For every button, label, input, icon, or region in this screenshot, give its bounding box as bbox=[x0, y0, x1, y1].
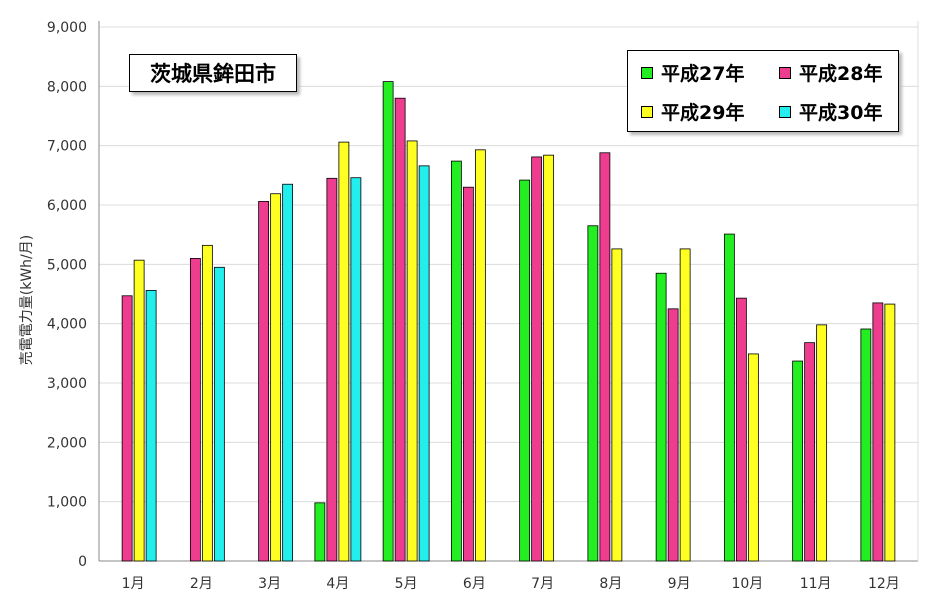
legend-item-h29: 平成29年 bbox=[641, 98, 744, 125]
y-tick-label: 1,000 bbox=[47, 495, 87, 511]
bar-2-9 bbox=[667, 308, 679, 562]
bars bbox=[121, 81, 896, 562]
y-tick-label: 2,000 bbox=[47, 435, 87, 451]
bar-2-7 bbox=[531, 156, 543, 562]
y-tick-label: 0 bbox=[78, 554, 87, 570]
y-axis-label: 売電電力量(kWh/月) bbox=[19, 235, 35, 365]
bar-1-4 bbox=[314, 502, 326, 562]
bar-2-8 bbox=[599, 152, 611, 562]
bar-3-8 bbox=[611, 248, 623, 562]
x-tick-label: 9月 bbox=[668, 576, 691, 592]
x-tick-label: 11月 bbox=[800, 576, 832, 592]
bar-2-6 bbox=[462, 186, 474, 562]
bar-3-5 bbox=[406, 140, 418, 562]
y-tick-labels: 0 1,000 2,000 3,000 4,000 5,000 6,000 7,000 8,00… bbox=[47, 20, 87, 570]
axes bbox=[98, 21, 919, 562]
legend-item-h27: 平成27年 bbox=[641, 59, 744, 86]
y-tick-label: 7,000 bbox=[47, 139, 87, 155]
bar-1-11 bbox=[792, 360, 804, 562]
chart-title: 茨城県鉾田市 bbox=[129, 54, 297, 92]
legend: 平成27年 平成28年 平成29年 平成30年 bbox=[627, 50, 899, 132]
bar-4-5 bbox=[418, 165, 430, 562]
bar-4-4 bbox=[350, 177, 362, 562]
x-tick-label: 12月 bbox=[868, 576, 900, 592]
bar-4-1 bbox=[145, 290, 157, 562]
x-tick-label: 10月 bbox=[731, 576, 763, 592]
bar-3-7 bbox=[543, 154, 555, 562]
legend-label-h28: 平成28年 bbox=[799, 63, 883, 85]
x-tick-labels: 1月 2月 3月 4月 5月 6月 7月 8月 9月 10月 11月 12月 bbox=[122, 576, 900, 592]
bar-1-9 bbox=[655, 272, 667, 562]
bar-4-3 bbox=[282, 183, 294, 562]
x-tick-label: 2月 bbox=[190, 576, 213, 592]
legend-swatch-cyan bbox=[779, 105, 791, 118]
legend-swatch-pink bbox=[779, 66, 791, 79]
bar-2-5 bbox=[394, 97, 406, 562]
bar-2-3 bbox=[258, 201, 270, 562]
bar-3-11 bbox=[816, 324, 828, 562]
legend-item-h28: 平成28年 bbox=[779, 59, 882, 86]
bar-2-12 bbox=[872, 302, 884, 562]
bar-2-1 bbox=[121, 295, 133, 562]
bar-2-10 bbox=[735, 297, 747, 562]
legend-swatch-green bbox=[641, 66, 653, 79]
gridlines bbox=[99, 26, 918, 503]
bar-1-12 bbox=[860, 328, 872, 562]
bar-3-2 bbox=[201, 244, 213, 562]
x-tick-label: 8月 bbox=[599, 576, 622, 592]
x-tick-label: 3月 bbox=[258, 576, 281, 592]
bar-3-12 bbox=[884, 303, 896, 562]
y-tick-label: 8,000 bbox=[47, 79, 87, 95]
x-tick-label: 7月 bbox=[531, 576, 554, 592]
y-tick-label: 6,000 bbox=[47, 198, 87, 214]
bar-2-11 bbox=[804, 342, 816, 562]
y-tick-label: 9,000 bbox=[47, 20, 87, 36]
bar-2-2 bbox=[189, 257, 201, 562]
bar-1-6 bbox=[450, 160, 462, 562]
bar-3-3 bbox=[270, 193, 282, 562]
bar-3-4 bbox=[338, 141, 350, 562]
bar-3-6 bbox=[474, 149, 486, 562]
bar-1-5 bbox=[382, 81, 394, 562]
legend-label-h27: 平成27年 bbox=[661, 63, 745, 85]
y-tick-label: 4,000 bbox=[47, 317, 87, 333]
y-tick-label: 3,000 bbox=[47, 376, 87, 392]
bar-2-4 bbox=[326, 177, 338, 562]
y-tick-label: 5,000 bbox=[47, 257, 87, 273]
legend-label-h29: 平成29年 bbox=[661, 102, 745, 124]
bar-3-9 bbox=[679, 248, 691, 562]
bar-1-7 bbox=[519, 179, 531, 562]
x-tick-label: 4月 bbox=[326, 576, 349, 592]
legend-item-h30: 平成30年 bbox=[779, 98, 882, 125]
bar-4-2 bbox=[213, 266, 225, 562]
bar-3-10 bbox=[747, 353, 759, 562]
x-tick-label: 1月 bbox=[122, 576, 145, 592]
bar-1-8 bbox=[587, 225, 599, 562]
bar-3-1 bbox=[133, 259, 145, 562]
legend-label-h30: 平成30年 bbox=[799, 102, 883, 124]
bar-1-10 bbox=[723, 233, 735, 562]
x-tick-label: 6月 bbox=[463, 576, 486, 592]
x-tick-label: 5月 bbox=[395, 576, 418, 592]
legend-swatch-yellow bbox=[641, 105, 653, 118]
